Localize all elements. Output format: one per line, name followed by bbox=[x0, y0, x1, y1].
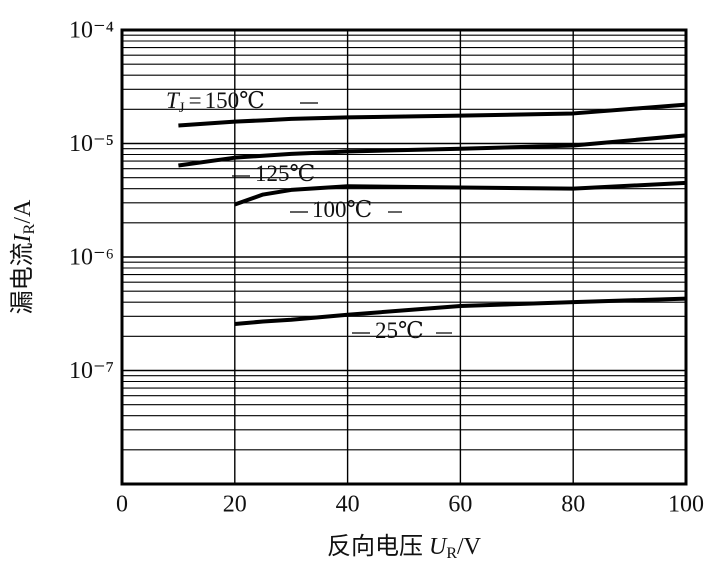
series-label: 100℃ bbox=[312, 197, 372, 222]
y-tick-label: 10⁻⁵ bbox=[69, 131, 114, 157]
axis-label-subscript: R bbox=[21, 223, 38, 234]
legend-entry: 100℃ bbox=[312, 197, 372, 222]
legend-entry: 125℃ bbox=[255, 161, 315, 186]
axis-label-unit: /V bbox=[457, 534, 482, 560]
axis-label-subscript: R bbox=[446, 545, 457, 562]
legend-entry: 150℃ bbox=[205, 88, 265, 113]
y-axis-label: 漏电流IR/A bbox=[9, 199, 38, 314]
label-symbol: T bbox=[166, 88, 181, 113]
axis-label-unit: /A bbox=[10, 199, 36, 224]
plot-frame bbox=[120, 28, 688, 486]
legend-entry: 25℃ bbox=[375, 318, 424, 343]
y-tick-label: 10⁻⁴ bbox=[69, 18, 114, 44]
x-tick-label: 0 bbox=[116, 492, 128, 518]
x-tick-label: 60 bbox=[448, 492, 472, 518]
series-label: TJ = 150℃ bbox=[166, 88, 265, 116]
series-label: 25℃ bbox=[375, 318, 424, 343]
label-equals: = bbox=[189, 88, 202, 113]
x-tick-label: 100 bbox=[668, 492, 704, 518]
x-tick-label: 20 bbox=[223, 492, 247, 518]
x-tick-label: 40 bbox=[336, 492, 360, 518]
axis-label-symbol: I bbox=[10, 233, 36, 243]
x-tick-label: 80 bbox=[561, 492, 585, 518]
axis-label-symbol: U bbox=[429, 534, 448, 560]
series-line bbox=[234, 296, 687, 326]
series-label: 125℃ bbox=[255, 161, 315, 186]
series-line bbox=[178, 102, 687, 128]
axis-label-text: 反向电压 bbox=[327, 533, 429, 560]
x-axis-label: 反向电压 UR/V bbox=[327, 533, 482, 562]
y-tick-label: 10⁻⁶ bbox=[69, 245, 114, 271]
y-tick-label: 10⁻⁷ bbox=[69, 358, 114, 384]
axis-label-text: 漏电流 bbox=[9, 242, 36, 314]
series-line bbox=[234, 180, 687, 207]
series-line bbox=[178, 133, 687, 168]
label-subscript: J bbox=[179, 100, 185, 116]
